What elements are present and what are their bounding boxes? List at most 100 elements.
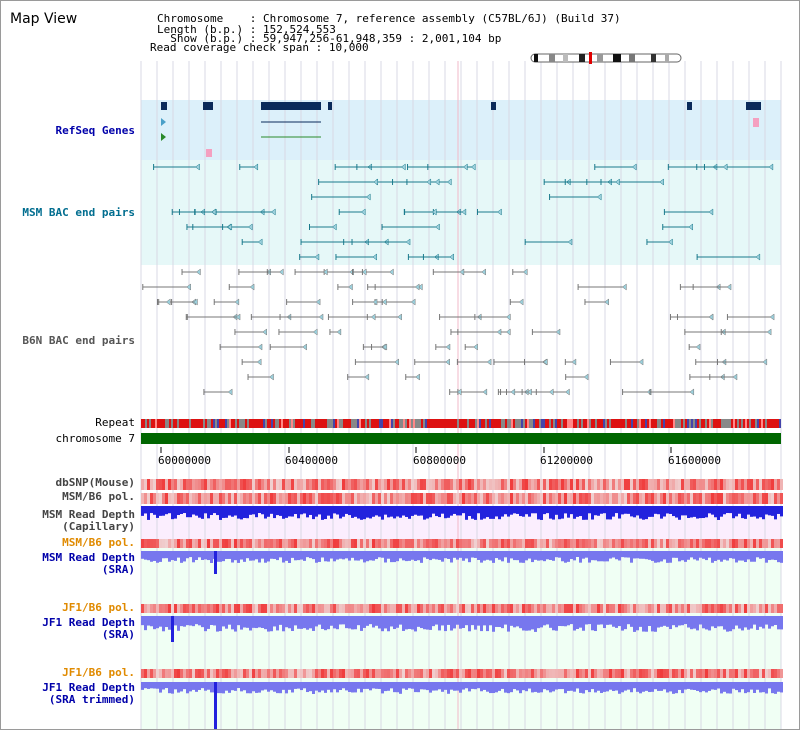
msm-b6-pol-2-heat-cell	[174, 539, 177, 548]
track-label-jf1-b6-pol-2[interactable]: JF1/B6 pol.	[62, 666, 135, 679]
msm-depth-sra-bar	[729, 551, 732, 559]
msm-depth-sra-bar	[576, 551, 579, 558]
b6n-bac-end-pair	[695, 343, 701, 351]
msm-depth-capillary-bar	[366, 506, 369, 518]
jf1-depth-trimmed-bar	[591, 682, 594, 690]
msm-depth-capillary-bar	[261, 506, 264, 515]
track-label-msm-bac[interactable]: MSM BAC end pairs	[22, 206, 135, 219]
msm-depth-sra-bar	[420, 551, 423, 563]
dbsnp-heat-cell	[525, 479, 528, 490]
jf1-depth-trimmed-bar	[729, 682, 732, 694]
repeat-segment	[273, 419, 275, 428]
repeat-segment	[303, 419, 305, 428]
jf1-b6-pol-heat-cell	[384, 604, 387, 613]
track-label-jf1-depth-sra[interactable]: JF1 Read Depth (SRA)	[42, 616, 135, 641]
track-label-msm-depth-capillary[interactable]: MSM Read Depth (Capillary)	[42, 508, 135, 533]
jf1-b6-pol-heat-cell	[369, 604, 372, 613]
msm-bac-end-pair	[331, 223, 337, 231]
jf1-b6-pol-heat-cell	[480, 604, 483, 613]
jf1-depth-trimmed-bar	[762, 682, 765, 693]
msm-b6-pol-2-heat-cell	[285, 539, 288, 548]
dbsnp-heat-cell	[546, 479, 549, 490]
msm-depth-capillary-bar	[225, 506, 228, 518]
jf1-depth-sra-bar	[252, 616, 255, 628]
jf1-depth-trimmed-bar	[183, 682, 186, 690]
jf1-b6-pol-2-heat-cell	[489, 669, 492, 678]
jf1-b6-pol-heat-cell	[774, 604, 777, 613]
dbsnp-heat-cell	[624, 479, 627, 490]
jf1-depth-sra-bar	[387, 616, 390, 632]
msm-b6-pol-2-heat-cell	[591, 539, 594, 548]
track-label-dbsnp[interactable]: dbSNP(Mouse)	[55, 476, 135, 489]
msm-b6-pol-heat-cell	[249, 493, 252, 504]
jf1-b6-pol-heat-cell	[315, 604, 318, 613]
msm-b6-pol-2-heat-cell	[195, 539, 198, 548]
jf1-b6-pol-heat-cell	[729, 604, 732, 613]
jf1-depth-sra-bar	[462, 616, 465, 629]
msm-depth-capillary-bar	[582, 506, 585, 520]
jf1-b6-pol-heat-cell	[411, 604, 414, 613]
msm-b6-pol-heat-cell	[150, 493, 153, 504]
jf1-b6-pol-2-heat-cell	[153, 669, 156, 678]
jf1-depth-trimmed-bar	[657, 682, 660, 691]
repeat-segment	[693, 419, 695, 428]
msm-depth-capillary-bar	[513, 506, 516, 514]
msm-b6-pol-2-heat-cell	[339, 539, 342, 548]
msm-depth-capillary-bar	[345, 506, 348, 514]
jf1-depth-sra-bar	[693, 616, 696, 629]
msm-b6-pol-heat-cell	[546, 493, 549, 504]
jf1-depth-trimmed-bar	[327, 682, 330, 690]
repeat-segment	[667, 419, 669, 428]
msm-b6-pol-heat-cell	[456, 493, 459, 504]
jf1-depth-trimmed-bar	[246, 682, 249, 694]
msm-b6-pol-2-heat-cell	[744, 539, 747, 548]
jf1-b6-pol-heat-cell	[537, 604, 540, 613]
repeat-segment	[755, 419, 757, 428]
jf1-b6-pol-2-heat-cell	[495, 669, 498, 678]
msm-b6-pol-heat-cell	[480, 493, 483, 504]
msm-depth-capillary-bar	[534, 506, 537, 514]
track-label-refseq[interactable]: RefSeq Genes	[55, 124, 135, 137]
msm-depth-capillary-bar	[765, 506, 768, 515]
msm-b6-pol-heat-cell	[222, 493, 225, 504]
jf1-b6-pol-2-heat-cell	[180, 669, 183, 678]
jf1-b6-pol-heat-cell	[750, 604, 753, 613]
msm-b6-pol-2-heat-cell	[423, 539, 426, 548]
jf1-b6-pol-2-heat-cell	[549, 669, 552, 678]
msm-depth-capillary-bar	[435, 506, 438, 517]
jf1-depth-sra-bar	[522, 616, 525, 631]
msm-depth-capillary-bar	[756, 506, 759, 519]
msm-depth-sra-bar	[741, 551, 744, 561]
dbsnp-heat-cell	[591, 479, 594, 490]
b6n-bac-end-pair	[312, 328, 318, 336]
msm-b6-pol-heat-cell	[303, 493, 306, 504]
track-label-b6n-bac[interactable]: B6N BAC end pairs	[22, 334, 135, 347]
dbsnp-heat-cell	[618, 479, 621, 490]
msm-b6-pol-2-heat-cell	[630, 539, 633, 548]
track-label-jf1-b6-pol[interactable]: JF1/B6 pol.	[62, 601, 135, 614]
msm-b6-pol-heat-cell	[492, 493, 495, 504]
track-label-msm-b6-pol-2[interactable]: MSM/B6 pol.	[62, 536, 135, 549]
repeat-segment	[427, 419, 429, 428]
repeat-segment	[241, 419, 243, 428]
msm-b6-pol-heat-cell	[291, 493, 294, 504]
dbsnp-heat-cell	[429, 479, 432, 490]
msm-b6-pol-heat-cell	[498, 493, 501, 504]
track-label-msm-depth-sra[interactable]: MSM Read Depth (SRA)	[42, 551, 135, 576]
jf1-b6-pol-2-heat-cell	[585, 669, 588, 678]
dbsnp-heat-cell	[177, 479, 180, 490]
msm-depth-sra-bar	[603, 551, 606, 562]
jf1-b6-pol-2-heat-cell	[291, 669, 294, 678]
jf1-b6-pol-2-heat-cell	[684, 669, 687, 678]
msm-depth-capillary-bar	[624, 506, 627, 514]
track-label-jf1-depth-trimmed[interactable]: JF1 Read Depth (SRA trimmed)	[42, 681, 135, 706]
msm-b6-pol-heat-cell	[468, 493, 471, 504]
jf1-depth-sra-bar	[630, 616, 633, 627]
repeat-segment	[609, 419, 611, 428]
jf1-b6-pol-heat-cell	[186, 604, 189, 613]
track-label-msm-b6-pol[interactable]: MSM/B6 pol.	[62, 490, 135, 503]
repeat-segment	[491, 419, 493, 428]
msm-b6-pol-heat-cell	[765, 493, 768, 504]
jf1-depth-sra-bar	[255, 616, 258, 629]
